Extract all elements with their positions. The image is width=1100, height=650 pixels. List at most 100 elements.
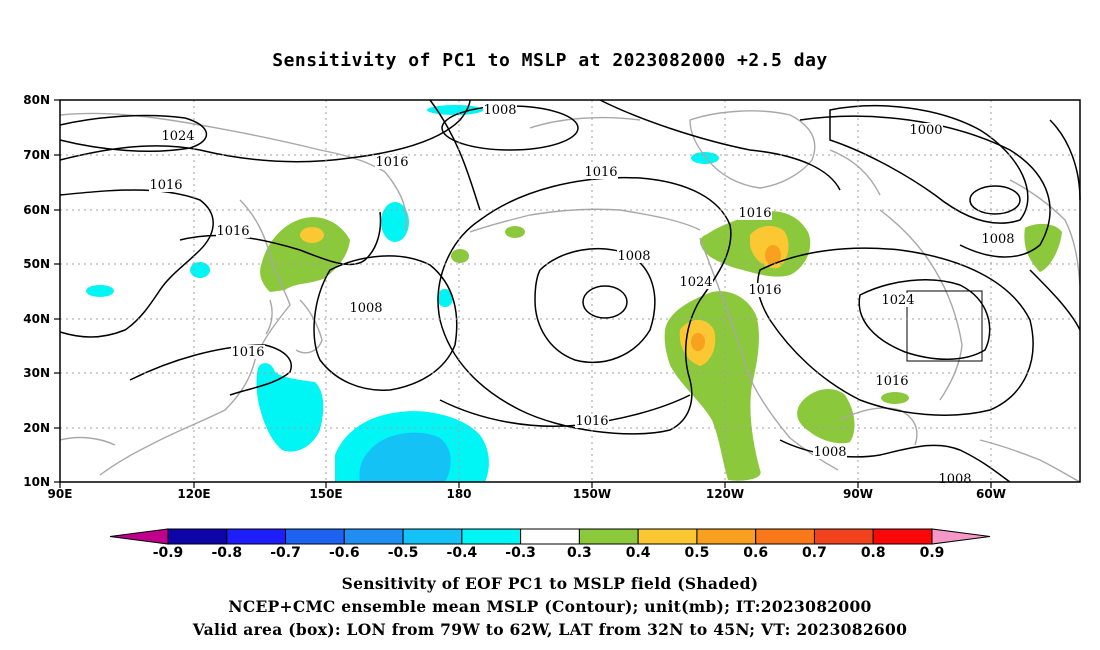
contour-label-bg [216,224,250,238]
colorbar-left-arrow [109,528,169,545]
plot-frame [59,99,1081,483]
colorbar-label: 0.9 [920,545,945,561]
contour-label: 1008 [349,301,382,316]
latitude-axis: 80N 70N 60N 50N 40N 30N 20N 10N [23,93,60,489]
contour-992 [969,185,1021,215]
colorbar-label: -0.9 [153,545,184,561]
contour-label-bg [909,123,943,137]
colorbar-segment [637,528,698,545]
pos-region-atlantic [1024,223,1062,272]
lon-label: 150E [309,487,342,501]
colorbar-label: 0.6 [743,545,768,561]
colorbar-label: -0.5 [388,545,419,561]
lat-label: 30N [23,366,50,380]
pos-region-caribbean [881,392,909,404]
contour-label: 1016 [875,374,908,389]
colorbar-segment [813,528,874,545]
colorbar: -0.9 -0.8 -0.7 -0.6 -0.5 -0.4 -0.3 0.3 0.4 0.5 0.6… [109,528,991,561]
colorbar-segment [226,528,287,545]
colorbar-segment [461,528,522,545]
contour-1024-atlantic [858,279,991,360]
contour-label-bg [617,249,651,263]
neg-region-kamchatka [381,202,409,242]
colorbar-label: 0.5 [685,545,710,561]
contour-label-bg [575,414,609,428]
lon-label: 150W [573,487,611,501]
colorbar-label: -0.3 [505,545,536,561]
contour-labels: 1008 1024 1016 1016 1016 1008 1016 1016 1008 1024… [149,103,1015,487]
contour-1008-atlantic [799,115,1051,258]
contour-label: 1016 [738,206,771,221]
contour-label-bg [231,345,265,359]
contour-label-bg [375,155,409,169]
contour-label: 1024 [679,275,712,290]
lon-label: 90W [843,487,873,501]
coast-africa [979,439,1081,483]
neg-region-china [86,285,114,297]
colorbar-label: 0.7 [802,545,827,561]
contour-1008-japan [129,344,292,396]
caption-line-1: Sensitivity of EOF PC1 to MSLP field (Sh… [341,574,759,593]
contour-label-bg [584,165,618,179]
colorbar-segment [520,528,580,545]
contour-1016-large [429,99,841,211]
lat-label: 40N [23,312,50,326]
valid-area-box [906,290,983,362]
contour-label: 1016 [584,165,617,180]
contour-label: 1008 [938,472,971,487]
contour-label: 1008 [813,445,846,460]
lat-label: 10N [23,475,50,489]
lon-label: 120E [177,487,210,501]
pos-region-pacific-small [451,249,469,263]
pos05-westcoast [691,333,705,351]
caption-line-3: Valid area (box): LON from 79W to 62W, L… [192,620,908,639]
contour-label-bg [748,283,782,297]
lat-label: 60N [23,203,50,217]
contour-label: 1016 [149,178,182,193]
colorbar-label: -0.8 [211,545,242,561]
coast-na-west [699,237,839,471]
contour-1016-pacific-high [437,176,732,435]
contour-1000-atlantic [829,105,1029,224]
pos04-asia [300,227,324,243]
contour-label: 1008 [483,103,516,118]
contour-1024-high [534,247,656,364]
coast-greenland [689,110,816,189]
map-title: Sensitivity of PC1 to MSLP at 2023082000… [272,50,828,71]
contour-label-bg [349,301,383,315]
contour-label-bg [679,275,713,289]
contour-label-bg [981,232,1015,246]
colorbar-segment [696,528,757,545]
contour-label: 1008 [617,249,650,264]
neg-region-northpac [437,289,453,307]
coast-arctic-islands [529,116,641,129]
contour-label-bg [483,103,517,117]
coast-korea [265,299,273,335]
colorbar-segment [755,528,815,545]
neg-region-siberia [190,262,210,278]
lat-label: 80N [23,93,50,107]
contour-label-bg [161,129,195,143]
neg04-pacific-south [359,432,451,482]
lat-label: 50N [23,257,50,271]
coast-hudson [829,149,881,196]
coast-na-east [879,209,963,401]
lon-label: 180 [446,487,471,501]
colorbar-label: 0.3 [567,545,592,561]
lat-label: 70N [23,148,50,162]
colorbar-segment [167,528,228,545]
colorbar-segment [343,528,404,545]
coast-japan [295,299,323,354]
pos-region-hudson [700,234,720,250]
colorbar-segment [285,528,345,545]
pos-region-alaska [505,226,525,238]
grid-lines [60,100,1080,482]
contour-label: 1016 [216,224,249,239]
contour-label-bg [881,293,915,307]
contour-label: 1016 [231,345,264,360]
coast-alaska [469,208,701,233]
colorbar-label: -0.6 [329,545,360,561]
contour-label: 1016 [748,283,781,298]
contour-label-bg [738,206,772,220]
contour-label: 1024 [881,293,914,308]
